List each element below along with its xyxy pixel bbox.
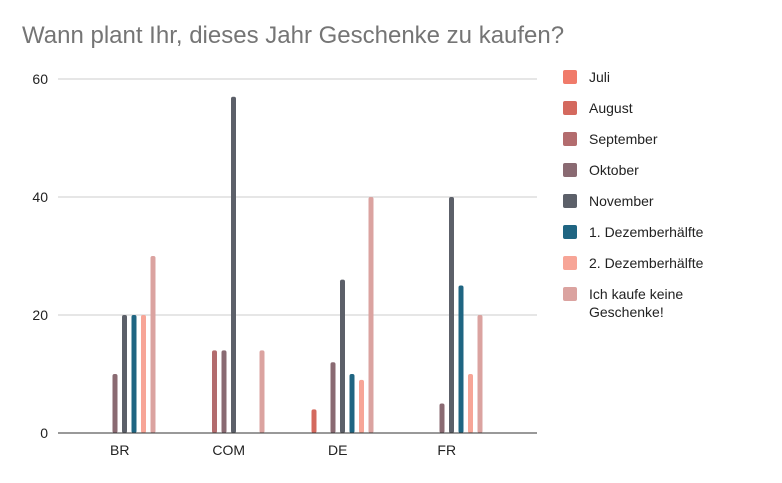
legend-swatch <box>563 256 577 270</box>
bar <box>311 409 317 433</box>
x-tick-label: BR <box>110 442 129 458</box>
bar <box>330 362 336 433</box>
chart-title: Wann plant Ihr, dieses Jahr Geschenke zu… <box>22 22 565 49</box>
y-tick-label: 60 <box>32 71 48 87</box>
legend-swatch <box>563 101 577 115</box>
x-tick-label: DE <box>328 442 347 458</box>
bar <box>468 374 473 433</box>
legend-label: 2. Dezemberhälfte <box>589 255 704 271</box>
legend-label: Oktober <box>589 162 639 178</box>
y-tick-label: 20 <box>32 307 48 323</box>
y-tick-label: 40 <box>32 189 48 205</box>
bar <box>150 256 156 433</box>
legend-swatch <box>563 70 577 84</box>
y-tick-label: 0 <box>40 425 48 441</box>
legend: Juli August September Oktober November 1. Dez… <box>563 68 773 321</box>
bar <box>368 197 374 433</box>
gridlines <box>58 78 537 316</box>
legend-swatch <box>563 194 577 208</box>
bar <box>131 315 137 433</box>
legend-label: August <box>589 100 633 116</box>
legend-item: Oktober <box>563 161 773 179</box>
bar <box>259 350 265 433</box>
legend-swatch <box>563 225 577 239</box>
legend-swatch <box>563 132 577 146</box>
x-axis-ticks: BR COM DE FR <box>110 442 456 458</box>
bar <box>231 96 236 433</box>
legend-label: September <box>589 131 658 147</box>
bar <box>141 315 146 433</box>
x-tick-label: FR <box>437 442 456 458</box>
x-tick-label: COM <box>212 442 245 458</box>
bars <box>112 96 483 433</box>
legend-item: Juli <box>563 68 773 86</box>
legend-item: 2. Dezemberhälfte <box>563 254 773 272</box>
bar <box>122 315 127 433</box>
legend-label: Ich kaufe keine Geschenke! <box>589 286 684 320</box>
bar <box>112 374 118 433</box>
bar <box>458 285 464 433</box>
legend-item: September <box>563 130 773 148</box>
legend-item: November <box>563 192 773 210</box>
bar <box>349 374 355 433</box>
legend-swatch <box>563 163 577 177</box>
bar <box>449 197 454 433</box>
bar <box>340 279 345 433</box>
legend-item: 1. Dezemberhälfte <box>563 223 773 241</box>
legend-label: Juli <box>589 69 611 85</box>
legend-swatch <box>563 287 577 301</box>
legend-item: Ich kaufe keine Geschenke! <box>563 285 773 321</box>
bar <box>439 403 445 433</box>
bar <box>212 350 217 433</box>
legend-label: November <box>589 193 654 209</box>
y-axis-ticks: 0 20 40 60 <box>32 71 48 441</box>
legend-label: 1. Dezemberhälfte <box>589 224 704 240</box>
bar <box>477 315 483 433</box>
bar <box>359 379 364 433</box>
legend-item: August <box>563 99 773 117</box>
bar <box>221 350 227 433</box>
